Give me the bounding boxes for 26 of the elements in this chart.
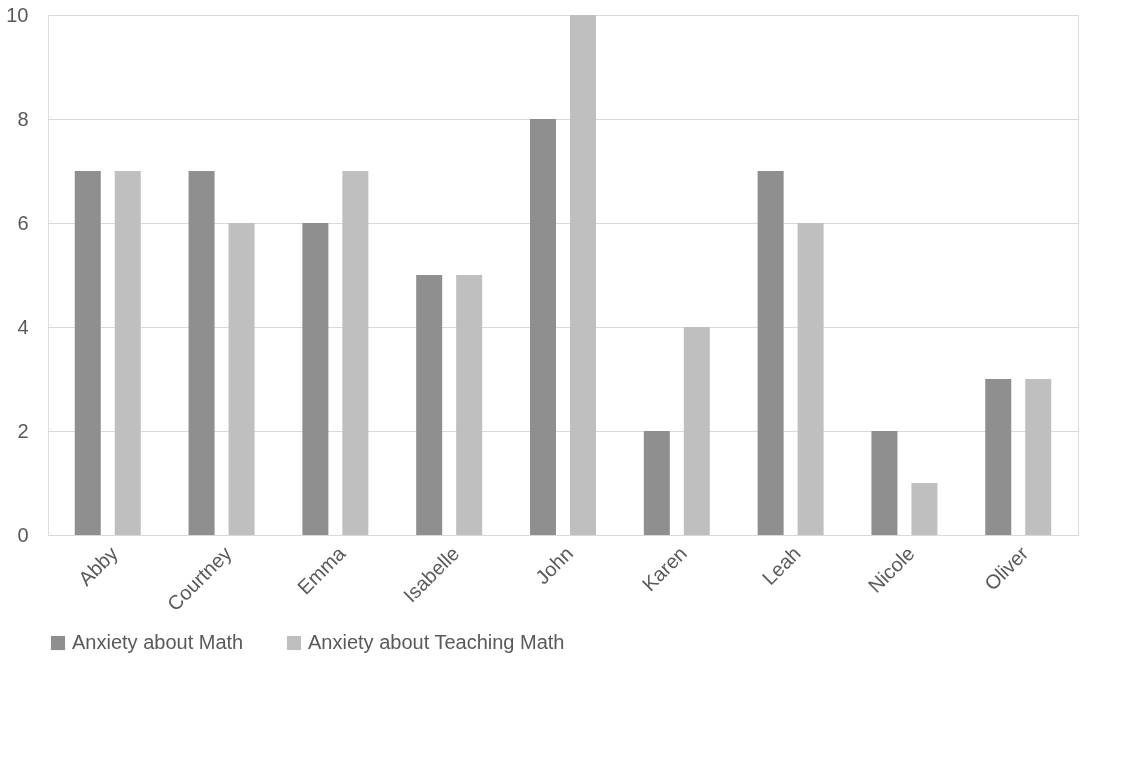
bar bbox=[114, 171, 141, 535]
y-tick-label: 8 bbox=[17, 107, 29, 130]
y-tick-label: 2 bbox=[17, 419, 29, 442]
bar bbox=[797, 223, 824, 535]
legend-label: Anxiety about Math bbox=[72, 631, 244, 653]
bar bbox=[569, 15, 596, 535]
bar bbox=[1025, 379, 1052, 535]
bar bbox=[911, 483, 938, 535]
bar bbox=[74, 171, 101, 535]
bar bbox=[985, 379, 1012, 535]
y-tick-label: 0 bbox=[17, 523, 29, 546]
bar bbox=[871, 431, 898, 535]
bar bbox=[530, 119, 557, 535]
y-tick-label: 10 bbox=[6, 3, 29, 26]
y-tick-label: 4 bbox=[17, 315, 29, 338]
bar bbox=[456, 275, 483, 535]
bar bbox=[683, 327, 710, 535]
bar bbox=[188, 171, 215, 535]
bar bbox=[416, 275, 443, 535]
bar bbox=[757, 171, 784, 535]
legend-label: Anxiety about Teaching Math bbox=[308, 631, 565, 653]
y-tick-label: 6 bbox=[17, 211, 29, 234]
bar bbox=[643, 431, 670, 535]
bar bbox=[342, 171, 369, 535]
bar bbox=[302, 223, 329, 535]
bar bbox=[228, 223, 255, 535]
